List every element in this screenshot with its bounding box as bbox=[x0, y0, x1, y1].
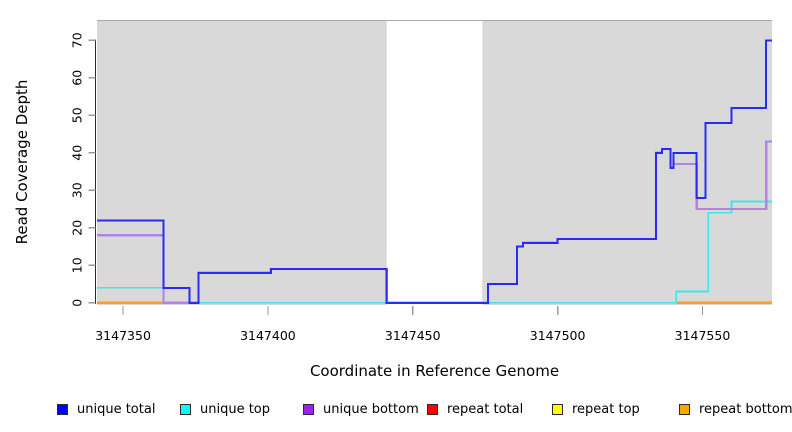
legend-swatch-unique-top bbox=[180, 403, 191, 415]
legend-item-repeat-total: repeat total bbox=[427, 397, 523, 421]
y-axis-title: Read Coverage Depth bbox=[13, 79, 31, 245]
x-tick-label: 3147350 bbox=[95, 328, 151, 343]
legend-swatch-repeat-bottom bbox=[679, 403, 690, 415]
legend-item-unique-top: unique top bbox=[180, 397, 270, 421]
x-tick-label: 3147400 bbox=[240, 328, 296, 343]
x-axis-title: Coordinate in Reference Genome bbox=[309, 362, 560, 380]
legend-item-repeat-top: repeat top bbox=[552, 397, 640, 421]
legend-label: unique total bbox=[77, 401, 156, 417]
legend-item-repeat-bottom: repeat bottom bbox=[679, 397, 792, 421]
legend-label: repeat top bbox=[572, 401, 640, 417]
legend-label: repeat bottom bbox=[699, 401, 792, 417]
legend-label: unique top bbox=[200, 401, 271, 417]
legend-label: unique bottom bbox=[323, 401, 419, 417]
legend-item-unique-bottom: unique bottom bbox=[303, 397, 419, 421]
y-tick-label: 30 bbox=[70, 182, 85, 198]
legend-swatch-unique-total bbox=[57, 403, 68, 415]
x-tick-label: 3147450 bbox=[385, 328, 441, 343]
y-tick-label: 60 bbox=[70, 70, 85, 86]
plot-legend: unique total unique top unique bottom repea… bbox=[0, 397, 792, 421]
legend-label: repeat total bbox=[447, 401, 524, 417]
legend-item-unique-total: unique total bbox=[57, 397, 155, 421]
x-axis: 3147350 3147400 3147450 3147500 3147550 bbox=[95, 306, 730, 343]
y-tick-label: 20 bbox=[70, 220, 85, 236]
legend-swatch-repeat-total bbox=[427, 403, 438, 415]
y-tick-label: 50 bbox=[70, 107, 85, 123]
y-axis: 0 10 20 30 40 50 60 70 bbox=[70, 32, 97, 307]
legend-swatch-unique-bottom bbox=[303, 403, 314, 415]
no-data-band bbox=[386, 20, 483, 305]
y-tick-label: 10 bbox=[70, 257, 85, 273]
legend-swatch-repeat-top bbox=[552, 403, 563, 415]
y-tick-label: 40 bbox=[70, 145, 85, 161]
x-tick-label: 3147550 bbox=[675, 328, 731, 343]
series-unique-total bbox=[97, 39, 772, 304]
x-tick-label: 3147500 bbox=[530, 328, 586, 343]
y-tick-label: 0 bbox=[70, 299, 85, 307]
y-tick-label: 70 bbox=[70, 32, 85, 48]
